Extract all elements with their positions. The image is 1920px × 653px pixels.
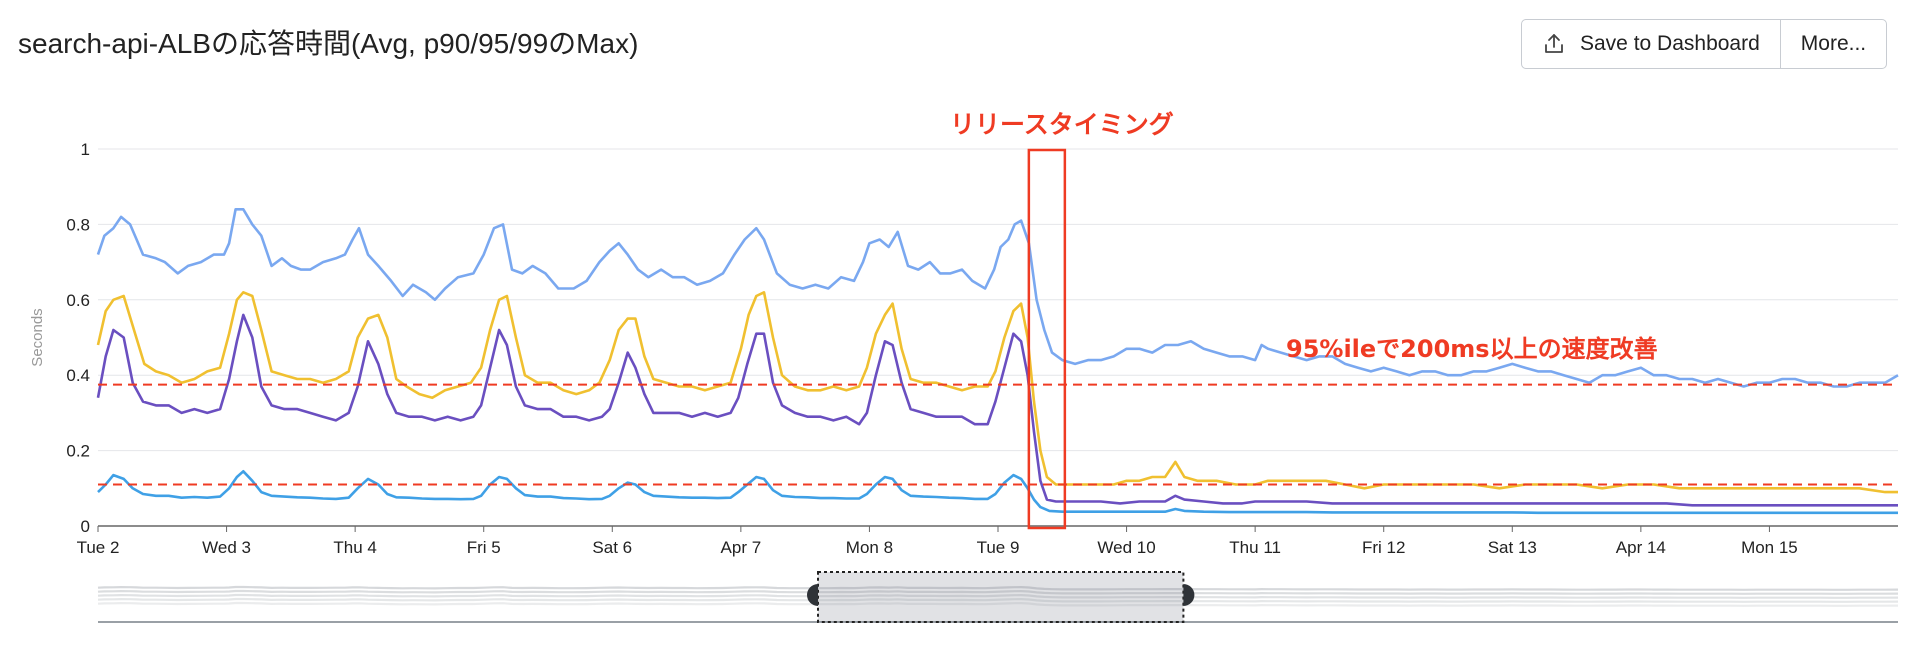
reference-lines [98, 383, 1898, 486]
y-tick-label: 0.2 [66, 442, 90, 461]
y-tick-label: 0.4 [66, 366, 90, 385]
toolbar: Save to Dashboard More... [1521, 19, 1888, 69]
x-tick-label: Thu 4 [333, 538, 376, 557]
x-tick-label: Tue 2 [77, 538, 120, 557]
navigator-left-handle[interactable] [807, 584, 818, 606]
save-to-dashboard-button[interactable]: Save to Dashboard [1522, 20, 1780, 68]
series-line-p90 [96, 313, 1898, 507]
x-tick-label: Apr 14 [1616, 538, 1666, 557]
x-tick-label: Tue 9 [977, 538, 1020, 557]
series-line-p99 [96, 208, 1899, 388]
navigator-right-handle[interactable] [1183, 584, 1195, 606]
x-tick-label: Wed 3 [202, 538, 251, 557]
x-axis-ticks: Tue 2 Wed 3 Thu 4 Fri 5 Sat 6 Apr 7 Mon 8 Tue 9… [77, 526, 1798, 557]
navigator-trace [97, 589, 1899, 595]
navigator-trace [97, 597, 1899, 603]
upload-icon [1542, 32, 1566, 56]
y-tick-label: 0 [81, 517, 90, 536]
navigator-trace [97, 585, 1899, 591]
x-tick-label: Wed 10 [1097, 538, 1155, 557]
y-axis-label: Seconds [29, 308, 46, 366]
chart-series [96, 208, 1899, 515]
x-tick-label: Fri 12 [1362, 538, 1405, 557]
series-line-p95 [96, 291, 1898, 494]
x-tick-label: Mon 8 [846, 538, 893, 557]
navigator-selection[interactable] [817, 571, 1185, 623]
x-tick-label: Fri 5 [467, 538, 501, 557]
x-tick-label: Sat 13 [1488, 538, 1537, 557]
y-tick-label: 0.6 [66, 291, 90, 310]
page-title: search-api-ALBの応答時間(Avg, p90/95/99のMax) [18, 28, 639, 59]
time-navigator[interactable] [97, 571, 1899, 623]
x-tick-label: Thu 11 [1229, 538, 1281, 557]
y-tick-label: 1 [81, 140, 90, 159]
release-timing-box [1027, 148, 1067, 530]
x-tick-label: Sat 6 [592, 538, 632, 557]
series-line-avg [97, 470, 1898, 515]
y-axis-ticks: 0 0.2 0.4 0.6 0.8 1 [66, 140, 90, 536]
save-to-dashboard-label: Save to Dashboard [1580, 32, 1760, 55]
navigator-trace [97, 601, 1899, 607]
navigator-trace [97, 593, 1899, 599]
speed-improvement-label: 95%ileで200ms以上の速度改善 [1286, 335, 1658, 363]
more-button[interactable]: More... [1779, 20, 1886, 68]
x-tick-label: Apr 7 [721, 538, 762, 557]
release-timing-label: リリースタイミング [950, 110, 1174, 139]
y-tick-label: 0.8 [66, 215, 90, 234]
x-tick-label: Mon 15 [1741, 538, 1798, 557]
